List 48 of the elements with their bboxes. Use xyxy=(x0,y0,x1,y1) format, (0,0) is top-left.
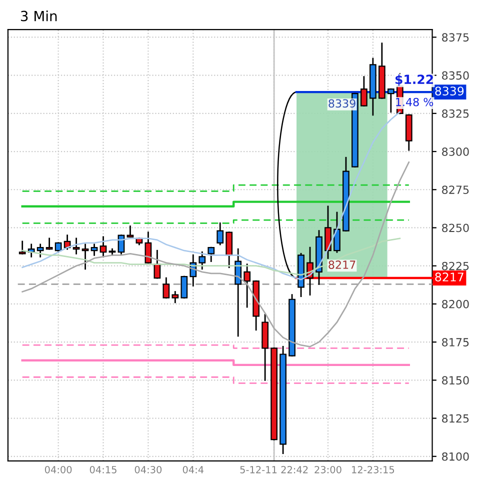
candlestick xyxy=(172,291,179,304)
candlestick xyxy=(90,244,98,256)
candlestick xyxy=(18,240,26,254)
candlestick xyxy=(180,276,188,299)
chart-title: 3 Min xyxy=(20,10,57,22)
annotation: $1.22 xyxy=(395,74,433,86)
annotation: 8339 xyxy=(328,99,356,108)
ref-line-label: 8339 xyxy=(435,86,464,96)
y-tick-label: 8375 xyxy=(442,33,469,42)
x-tick-label: 12-23:15 xyxy=(352,466,394,474)
x-tick-label: 5-12-11 22:42 xyxy=(240,466,308,474)
ref-line-label: 8217 xyxy=(435,272,464,282)
y-tick-label: 8200 xyxy=(442,300,469,308)
candlestick xyxy=(334,212,340,253)
candlestick xyxy=(54,242,62,253)
candlestick xyxy=(82,244,89,270)
y-tick-label: 8350 xyxy=(442,71,469,80)
y-tick-label: 8150 xyxy=(442,376,469,385)
candlestick xyxy=(36,244,44,258)
x-tick-label: 23:00 xyxy=(314,466,342,474)
candlestick xyxy=(100,236,107,258)
candlestick xyxy=(387,88,394,113)
x-tick-label: 04:00 xyxy=(44,466,72,474)
y-tick-label: 8250 xyxy=(442,224,469,232)
x-tick-label: 04:30 xyxy=(134,466,162,474)
candlestick xyxy=(324,206,332,259)
x-tick-label: 04:4 xyxy=(182,466,204,474)
candlestick xyxy=(126,226,134,238)
candlestick xyxy=(234,248,242,337)
candlestick xyxy=(162,277,170,299)
y-tick-label: 8225 xyxy=(442,262,469,270)
candlestick xyxy=(244,264,251,308)
candlestick xyxy=(46,238,53,250)
candlestick xyxy=(360,76,368,106)
candlestick xyxy=(198,251,206,270)
y-tick-label: 8325 xyxy=(442,109,469,118)
annotation: 1.48 % xyxy=(396,98,434,106)
candlestick xyxy=(208,246,215,262)
y-tick-label: 8275 xyxy=(442,186,469,194)
candlestick xyxy=(226,232,233,268)
annotation: 8217 xyxy=(328,260,356,269)
candlestick xyxy=(72,238,80,254)
x-tick-label: 04:15 xyxy=(90,466,116,474)
y-tick-label: 8175 xyxy=(442,338,469,346)
y-tick-label: 8125 xyxy=(442,414,469,423)
candlestick xyxy=(216,222,224,246)
y-tick-label: 8300 xyxy=(442,148,469,156)
y-tick-label: 8100 xyxy=(442,452,469,461)
